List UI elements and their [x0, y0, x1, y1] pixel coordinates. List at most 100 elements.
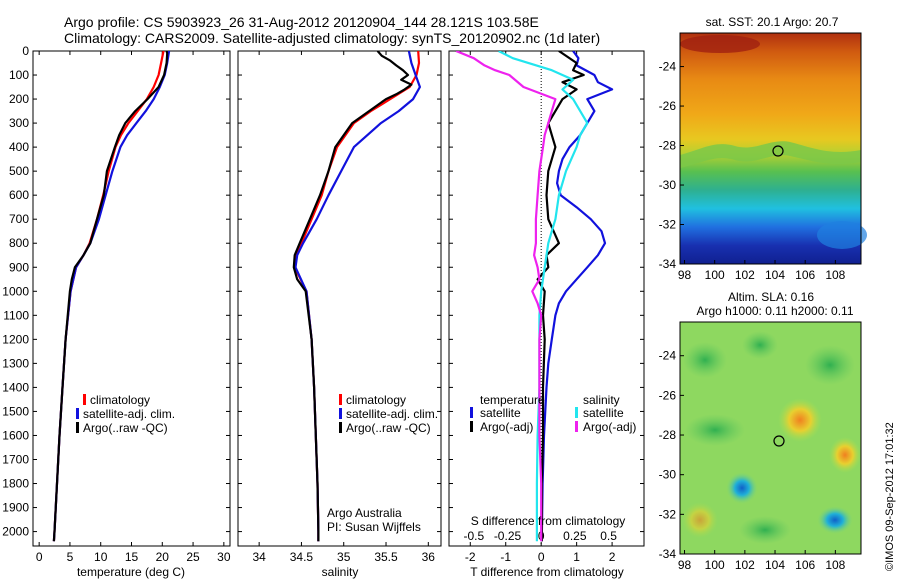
legend-swatch-argo: [339, 422, 342, 433]
map-y-tick-label: -24: [659, 349, 677, 363]
y-tick-label: 1500: [2, 404, 29, 418]
y-tick-label: 700: [9, 212, 29, 226]
series-line-argo-raw-qc-: [52, 51, 169, 542]
temperature-x-label: temperature (deg C): [77, 565, 185, 579]
legend-label-sal-satellite: satellite: [583, 406, 624, 420]
y-tick-label: 1700: [2, 452, 29, 466]
series-line-temperature-satellite: [540, 51, 614, 542]
legend-swatch-argo: [76, 422, 79, 433]
map-x-tick-label: 108: [825, 268, 845, 282]
map-y-tick-label: -32: [659, 507, 677, 521]
x-tick-label: 2: [609, 550, 616, 564]
salinity-x-label: salinity: [322, 565, 359, 579]
y-tick-label: 100: [9, 68, 29, 82]
s-difference-tick-label: 0.5: [600, 529, 617, 543]
map-y-tick-label: -34: [659, 547, 677, 561]
y-tick-label: 0: [22, 44, 29, 58]
y-tick-label: 300: [9, 116, 29, 130]
map-x-tick-label: 106: [795, 268, 815, 282]
y-tick-label: 900: [9, 260, 29, 274]
profile-legend-salinity: climatology satellite-adj. clim. Argo(..…: [339, 393, 438, 435]
series-line-satellite-adj-clim-: [294, 51, 421, 542]
map-x-tick-label: 104: [765, 268, 785, 282]
s-difference-tick-label: -0.25: [494, 529, 522, 543]
y-tick-label: 1200: [2, 332, 29, 346]
map-y-tick-label: -34: [659, 257, 677, 271]
sst-map-panel: sat. SST: 20.1 Argo: 20.7 98 100 102 104 106…: [659, 15, 867, 282]
map-y-tick-label: -32: [659, 218, 677, 232]
x-tick-label: 34.5: [290, 550, 314, 564]
x-tick-label: -1: [500, 550, 511, 564]
legend-label-temp-satellite: satellite: [480, 406, 521, 420]
figure-title-line1: Argo profile: CS 5903923_26 31-Aug-2012 …: [64, 14, 539, 30]
legend-label-climatology: climatology: [346, 393, 406, 407]
series-line-argo-raw-qc-: [292, 51, 413, 542]
sla-high-eddy: [682, 502, 718, 538]
x-tick-label: 36: [422, 550, 436, 564]
sla-low-patch: [739, 516, 791, 544]
profile-legend-temperature: climatology satellite-adj. clim. Argo(..…: [76, 393, 175, 435]
map-y-tick-label: -30: [659, 178, 677, 192]
sst-warm-patch: [680, 35, 760, 53]
sla-high-eddy: [829, 437, 861, 473]
series-line-temperature-argo-adj-: [536, 51, 585, 542]
salinity-profile-panel: 34 34.5 35 35.5 36 salinity climatology sate…: [237, 50, 442, 579]
legend-swatch-climatology: [83, 394, 86, 405]
sla-low-patch: [685, 414, 745, 446]
legend-swatch-climatology: [339, 394, 342, 405]
y-tick-label: 400: [9, 140, 29, 154]
difference-legend: temperature salinity satellite Argo(-adj…: [470, 393, 636, 434]
x-tick-label: 0: [36, 550, 43, 564]
y-tick-label: 600: [9, 188, 29, 202]
y-tick-label: 1000: [2, 284, 29, 298]
sst-heatmap: [680, 33, 867, 264]
map-y-tick-label: -30: [659, 468, 677, 482]
x-tick-label: 34: [252, 550, 266, 564]
legend-swatch-temp-satellite: [470, 407, 473, 418]
sla-low-eddy: [726, 472, 758, 504]
annotation-argo-australia: Argo Australia: [327, 506, 402, 520]
legend-swatch-temp-argo: [470, 421, 473, 432]
sst-front-band: [680, 141, 861, 168]
y-tick-label: 2000: [2, 525, 29, 539]
sst-argo-location-marker: [772, 145, 784, 157]
temperature-axes-frame: [32, 50, 231, 547]
x-tick-label: 25: [186, 550, 200, 564]
y-tick-label: 1400: [2, 380, 29, 394]
sla-map-title-line1: Altim. SLA: 0.16: [728, 290, 814, 304]
map-x-tick-label: 106: [795, 558, 815, 572]
map-y-tick-label: -26: [659, 388, 677, 402]
temperature-profile-panel: 0100200300400500600700800900100011001200…: [2, 44, 644, 579]
legend-label-temp-argo: Argo(-adj): [480, 420, 533, 434]
x-tick-label: 5: [67, 550, 74, 564]
x-tick-label: 35: [337, 550, 351, 564]
map-x-tick-label: 100: [705, 268, 725, 282]
legend-swatch-satellite: [76, 408, 79, 419]
salinity-axes-frame: [237, 50, 442, 547]
sla-heatmap: [680, 322, 861, 554]
imos-timestamp: ©IMOS 09-Sep-2012 17:01:32: [884, 422, 896, 571]
sla-low-patch: [683, 342, 727, 378]
sla-map-title-line2: Argo h1000: 0.11 h2000: 0.11: [696, 304, 853, 318]
x-tick-label: 10: [94, 550, 108, 564]
difference-axes-frame: [448, 50, 645, 547]
map-x-tick-label: 98: [678, 268, 692, 282]
legend-label-satellite: satellite-adj. clim.: [346, 407, 438, 421]
map-x-tick-label: 102: [735, 268, 755, 282]
sst-cool-patch: [817, 221, 867, 249]
legend-header-temperature: temperature: [480, 393, 545, 407]
y-tick-label: 1600: [2, 428, 29, 442]
sla-high-eddy: [778, 398, 822, 442]
figure-title-line2: Climatology: CARS2009. Satellite-adjuste…: [64, 30, 600, 46]
s-difference-axis-label: S difference from climatology: [471, 514, 626, 528]
map-y-tick-label: -28: [659, 139, 677, 153]
y-tick-label: 800: [9, 236, 29, 250]
y-tick-label: 1900: [2, 501, 29, 515]
legend-swatch-satellite: [339, 408, 342, 419]
s-difference-tick-label: 0.25: [563, 529, 587, 543]
annotation-pi: PI: Susan Wijffels: [327, 520, 421, 534]
series-line-climatology: [293, 51, 421, 542]
map-y-tick-label: -28: [659, 428, 677, 442]
legend-label-argo: Argo(..raw -QC): [83, 421, 168, 435]
map-y-tick-label: -26: [659, 99, 677, 113]
